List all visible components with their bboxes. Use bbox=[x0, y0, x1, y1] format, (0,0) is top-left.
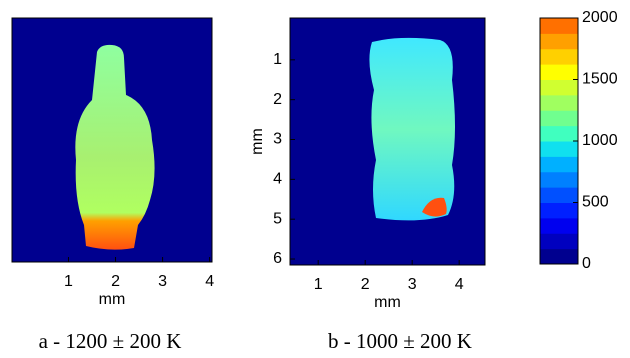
y-tick-label: 1500 bbox=[582, 71, 618, 88]
x-tick-label: 1 bbox=[64, 273, 73, 290]
color-band bbox=[540, 110, 578, 127]
color-band bbox=[540, 33, 578, 50]
color-band bbox=[540, 79, 578, 96]
temperature-field bbox=[369, 37, 455, 221]
color-band bbox=[540, 48, 578, 65]
color-band bbox=[540, 202, 578, 219]
x-tick-label: 4 bbox=[455, 276, 464, 293]
color-band bbox=[540, 125, 578, 142]
y-tick-label: 6 bbox=[273, 250, 282, 267]
temperature-field bbox=[422, 197, 447, 217]
x-tick-label: 2 bbox=[361, 276, 370, 293]
y-tick-label: 2000 bbox=[582, 9, 618, 26]
color-band bbox=[540, 233, 578, 250]
x-tick-label: 4 bbox=[205, 273, 214, 290]
color-band bbox=[540, 94, 578, 111]
color-band bbox=[540, 18, 578, 34]
y-tick-label: 1 bbox=[273, 51, 282, 68]
color-band bbox=[540, 64, 578, 80]
caption: a - 1200 ± 200 K bbox=[39, 329, 182, 353]
y-tick-label: 4 bbox=[273, 171, 282, 188]
y-tick-label: 0 bbox=[582, 255, 591, 272]
y-tick-label: 2 bbox=[273, 91, 282, 108]
color-band bbox=[540, 217, 578, 234]
color-band bbox=[540, 141, 578, 157]
plot-frame bbox=[11, 17, 213, 263]
x-tick-label: 3 bbox=[158, 273, 167, 290]
y-tick-label: 3 bbox=[273, 131, 282, 148]
y-tick-label: 5 bbox=[273, 210, 282, 227]
y-tick-label: 500 bbox=[582, 194, 609, 211]
x-tick-label: 3 bbox=[408, 276, 417, 293]
color-band bbox=[540, 248, 578, 265]
y-axis-label: mm bbox=[249, 128, 266, 155]
x-axis-label: mm bbox=[99, 291, 126, 308]
caption: b - 1000 ± 200 K bbox=[328, 329, 472, 353]
color-band bbox=[540, 171, 578, 188]
x-tick-label: 1 bbox=[314, 276, 323, 293]
color-band bbox=[540, 187, 578, 203]
x-tick-label: 2 bbox=[111, 273, 120, 290]
color-band bbox=[540, 156, 578, 173]
plot-frame bbox=[289, 17, 486, 266]
x-axis-label: mm bbox=[374, 294, 401, 311]
y-tick-label: 1000 bbox=[582, 132, 618, 149]
temperature-field bbox=[75, 44, 155, 250]
